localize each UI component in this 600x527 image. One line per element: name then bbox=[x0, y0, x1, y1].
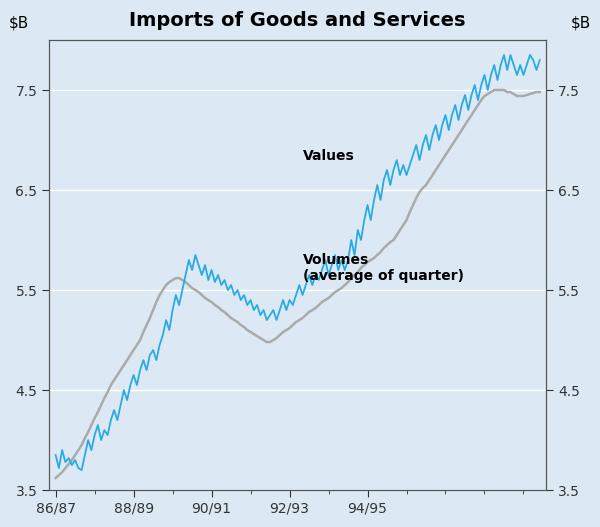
Title: Imports of Goods and Services: Imports of Goods and Services bbox=[130, 11, 466, 30]
Text: $B: $B bbox=[571, 16, 591, 31]
Text: $B: $B bbox=[9, 16, 29, 31]
Text: Volumes
(average of quarter): Volumes (average of quarter) bbox=[302, 253, 464, 283]
Text: Values: Values bbox=[302, 149, 354, 163]
